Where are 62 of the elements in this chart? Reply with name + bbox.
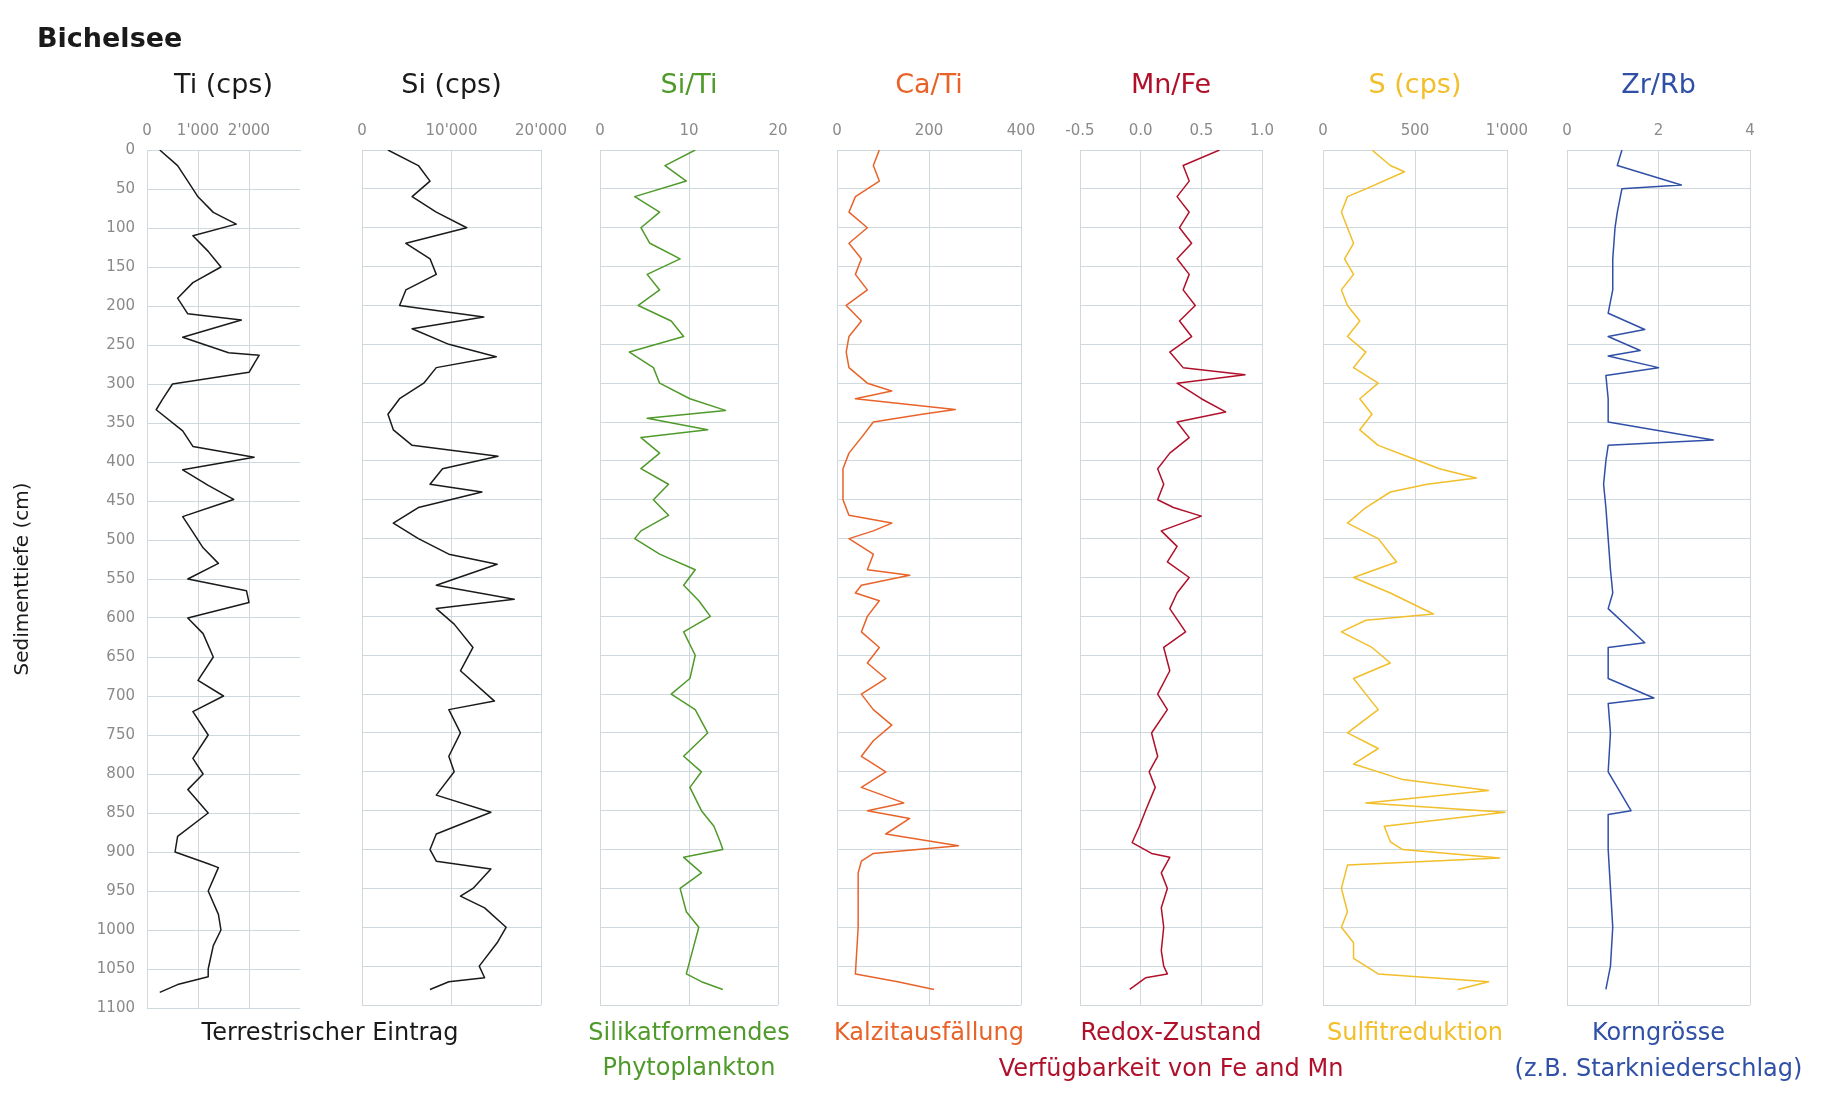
chart-title: Si/Ti <box>659 68 719 99</box>
x-tick-label: 200 <box>914 120 944 139</box>
chart-title: Si (cps) <box>400 68 503 99</box>
y-tick-label: 650 <box>106 646 135 665</box>
y-axis-title: Sedimenttiefe (cm) <box>9 482 34 676</box>
x-axis-title: Sulfitreduktion <box>1325 1017 1505 1048</box>
y-tick-label: 200 <box>106 295 135 314</box>
chart-subtitle: Ti (cps) <box>173 68 274 99</box>
x-axis-title: Silikatformendes Phytoplankton <box>587 1017 791 1083</box>
y-tick-label: 400 <box>106 451 135 470</box>
x-tick-label: 0 <box>1318 120 1328 139</box>
x-tick-label: 0 <box>595 120 605 139</box>
y-tick-label: 1000 <box>96 919 135 938</box>
x-axis-title: Korngrösse <box>1592 1018 1725 1046</box>
x-tick-label: 10 <box>679 120 699 139</box>
x-tick-label: 1'000 <box>1485 120 1529 139</box>
x-tick-label: 2 <box>1653 120 1664 139</box>
chart-title: S (cps) <box>1367 68 1463 99</box>
x-tick-label: 0 <box>357 120 367 139</box>
y-tick-label: 300 <box>106 373 135 392</box>
y-tick-label: 500 <box>106 529 135 548</box>
x-axis-title: Redox-Zustand <box>1080 1018 1262 1046</box>
y-tick-label: 100 <box>106 217 135 236</box>
y-tick-label: 1100 <box>96 997 135 1016</box>
text: (z.B. Starkniederschlag) <box>1513 1053 1804 1084</box>
y-tick-label: 700 <box>106 685 135 704</box>
chart-title: Ca/Ti <box>894 68 964 99</box>
chart-title: Mn/Fe <box>1129 68 1213 99</box>
x-axis-title: Kalzitausfällung <box>833 1017 1025 1048</box>
y-tick-label: 350 <box>106 412 135 431</box>
y-tick-label: 550 <box>106 568 135 587</box>
y-tick-label: 0 <box>125 139 135 158</box>
chart-title: Bichelsee <box>37 22 183 53</box>
x-tick-label: 0 <box>1562 120 1572 139</box>
x-tick-label: 0 <box>142 120 152 139</box>
y-tick-label: 600 <box>106 607 135 626</box>
chart-title: Zr/Rb <box>1620 68 1697 99</box>
y-tick-label: 950 <box>106 880 135 899</box>
x-tick-label: 4 <box>1745 120 1755 139</box>
y-tick-label: 750 <box>106 724 135 743</box>
x-tick-label: 10'000 <box>425 120 478 139</box>
x-tick-label: 0 <box>832 120 842 139</box>
y-tick-label: 450 <box>106 490 135 509</box>
x-tick-label: 1'000 <box>176 120 220 139</box>
x-tick-label: 20'000 <box>515 120 567 139</box>
y-tick-label: 800 <box>106 763 135 782</box>
y-tick-label: 250 <box>106 334 135 353</box>
x-axis-title: Terrestrischer Eintrag <box>200 1017 460 1048</box>
x-tick-label: -0.5 <box>1065 120 1095 139</box>
x-tick-label: 1.0 <box>1250 120 1274 139</box>
x-tick-label: 0.0 <box>1128 120 1153 139</box>
y-tick-label: 50 <box>115 178 135 197</box>
x-tick-label: 500 <box>1400 120 1430 139</box>
x-tick-label: 2'000 <box>227 120 271 139</box>
y-tick-label: 850 <box>106 802 135 821</box>
y-tick-label: 900 <box>106 841 135 860</box>
x-tick-label: 0.5 <box>1189 120 1214 139</box>
x-tick-label: 400 <box>1006 120 1036 139</box>
text: Verfügbarkeit von Fe and Mn <box>997 1053 1345 1084</box>
y-tick-label: 150 <box>106 256 135 275</box>
y-tick-label: 1050 <box>96 958 135 977</box>
x-tick-label: 20 <box>768 120 788 139</box>
